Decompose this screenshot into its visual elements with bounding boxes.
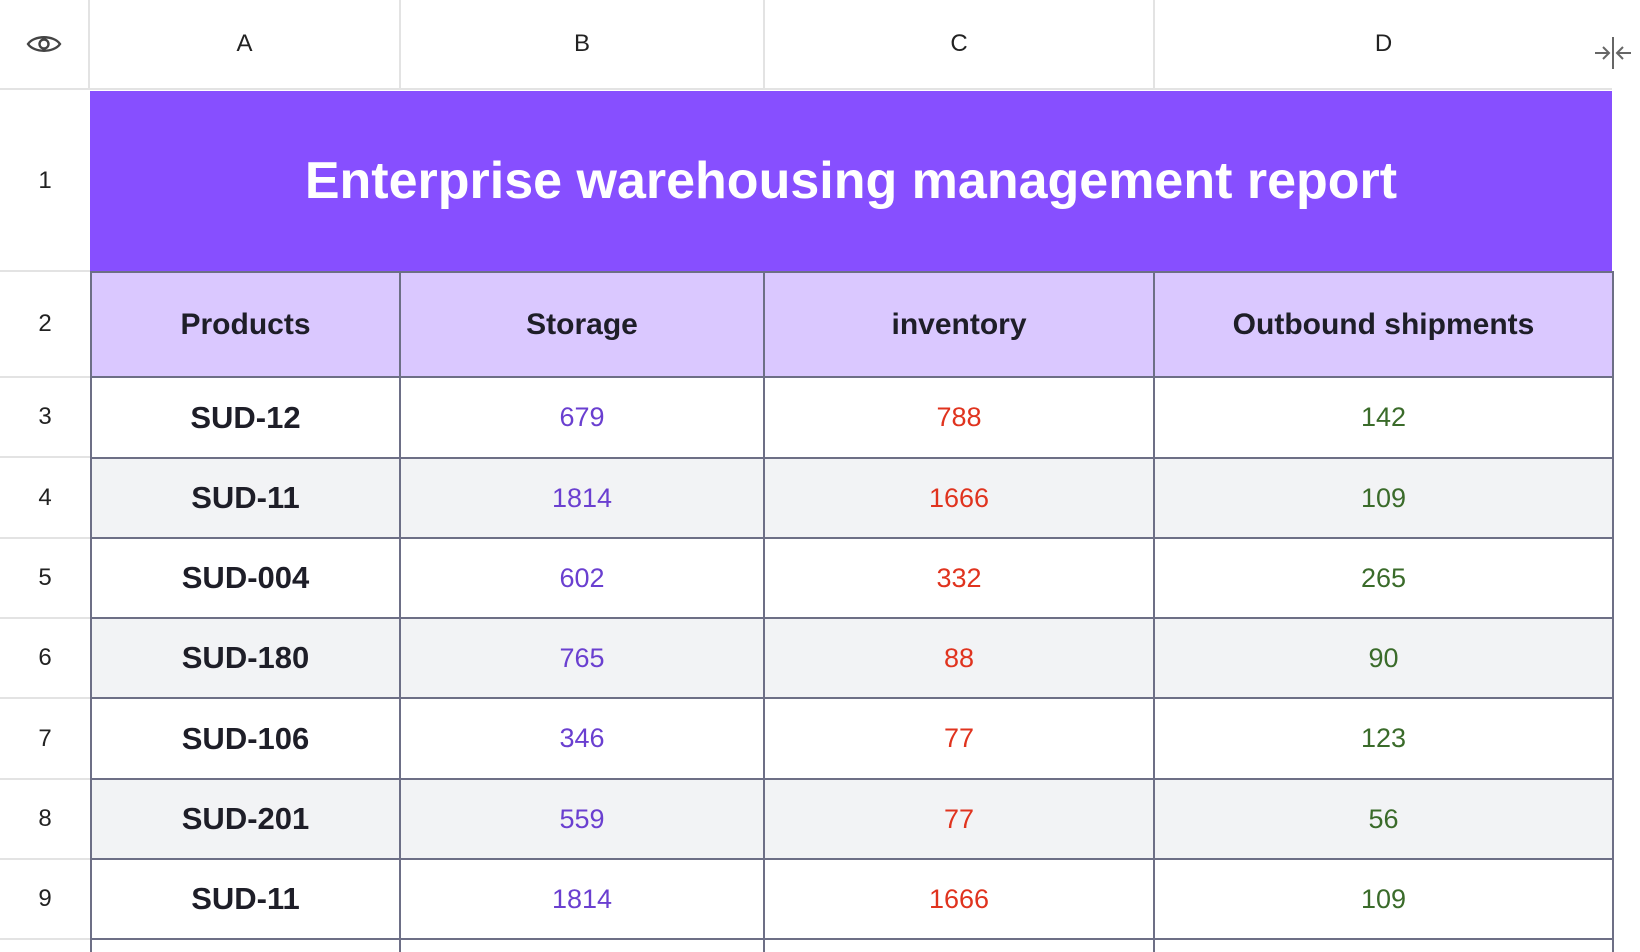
header-cell-storage[interactable]: Storage <box>401 271 765 378</box>
storage-cell[interactable]: 679 <box>401 378 765 459</box>
visibility-toggle[interactable] <box>0 0 90 90</box>
storage-cell[interactable]: 346 <box>401 699 765 780</box>
row-number[interactable]: 4 <box>0 458 90 539</box>
outbound-cell[interactable]: 109 <box>1155 459 1614 539</box>
product-cell[interactable]: SUD-004 <box>90 539 401 619</box>
report-title-cell[interactable]: Enterprise warehousing management report <box>90 91 1612 271</box>
inventory-cell[interactable]: 77 <box>765 780 1155 860</box>
header-cell-inventory[interactable]: inventory <box>765 271 1155 378</box>
outbound-cell[interactable]: 56 <box>1155 780 1614 860</box>
row-number[interactable]: 2 <box>0 272 90 378</box>
product-cell[interactable]: SUD-11 <box>90 459 401 539</box>
column-header-c[interactable]: C <box>765 0 1155 90</box>
storage-cell[interactable]: 559 <box>401 780 765 860</box>
storage-cell[interactable]: 1814 <box>401 459 765 539</box>
partial-cell <box>90 940 401 952</box>
row-number[interactable]: 5 <box>0 539 90 619</box>
outbound-cell[interactable]: 123 <box>1155 699 1614 780</box>
storage-cell[interactable]: 1814 <box>401 860 765 940</box>
product-cell[interactable]: SUD-180 <box>90 619 401 699</box>
collapse-columns-button[interactable] <box>1592 34 1634 72</box>
row-number[interactable]: 1 <box>0 91 90 272</box>
storage-cell[interactable]: 765 <box>401 619 765 699</box>
column-header-b[interactable]: B <box>401 0 765 90</box>
product-cell[interactable]: SUD-11 <box>90 860 401 940</box>
header-cell-outbound-shipments[interactable]: Outbound shipments <box>1155 271 1614 378</box>
collapse-columns-icon <box>1595 37 1631 69</box>
inventory-cell[interactable]: 788 <box>765 378 1155 459</box>
row-number[interactable]: 7 <box>0 699 90 780</box>
storage-cell[interactable]: 602 <box>401 539 765 619</box>
product-cell[interactable]: SUD-12 <box>90 378 401 459</box>
product-cell[interactable]: SUD-201 <box>90 780 401 860</box>
inventory-cell[interactable]: 1666 <box>765 459 1155 539</box>
eye-icon <box>26 36 62 52</box>
inventory-cell[interactable]: 88 <box>765 619 1155 699</box>
column-header-d[interactable]: D <box>1155 0 1612 90</box>
row-number[interactable]: 8 <box>0 780 90 860</box>
outbound-cell[interactable]: 265 <box>1155 539 1614 619</box>
inventory-cell[interactable]: 332 <box>765 539 1155 619</box>
row-number[interactable]: 3 <box>0 378 90 458</box>
inventory-cell[interactable]: 1666 <box>765 860 1155 940</box>
product-cell[interactable]: SUD-106 <box>90 699 401 780</box>
header-cell-products[interactable]: Products <box>90 271 401 378</box>
outbound-cell[interactable]: 142 <box>1155 378 1614 459</box>
column-header-a[interactable]: A <box>90 0 401 90</box>
inventory-cell[interactable]: 77 <box>765 699 1155 780</box>
row-number[interactable]: 9 <box>0 860 90 940</box>
row-number[interactable]: 6 <box>0 619 90 699</box>
partial-cell <box>401 940 765 952</box>
partial-cell <box>765 940 1155 952</box>
outbound-cell[interactable]: 90 <box>1155 619 1614 699</box>
outbound-cell[interactable]: 109 <box>1155 860 1614 940</box>
partial-cell <box>1155 940 1614 952</box>
